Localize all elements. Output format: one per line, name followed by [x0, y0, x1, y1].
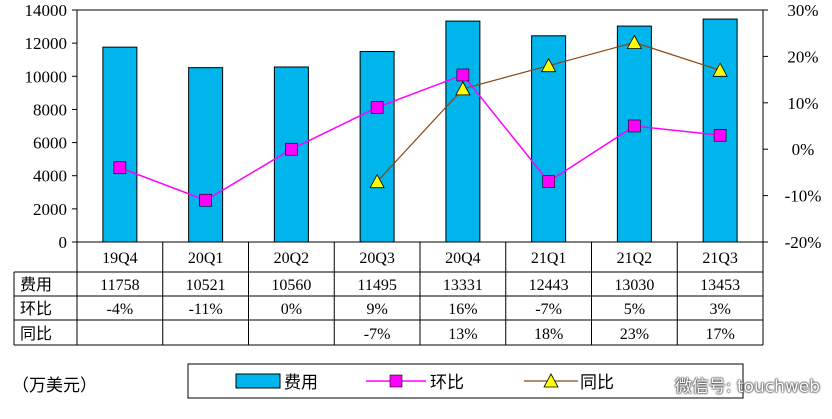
legend-label-qoq: 环比	[430, 373, 464, 393]
yoy-point	[540, 57, 557, 73]
category-label: 20Q2	[274, 250, 310, 267]
table-cell: 0%	[281, 301, 302, 318]
category-label: 20Q3	[359, 250, 395, 267]
table-row-label: 环比	[20, 299, 52, 318]
category-label: 20Q4	[445, 250, 481, 267]
bar	[445, 20, 481, 243]
table-cell: 10560	[271, 277, 311, 294]
bar	[359, 51, 395, 243]
qoq-point	[370, 101, 384, 114]
right-tick-label: 20%	[787, 47, 818, 66]
table-row-label: 同比	[20, 324, 52, 343]
right-tick-label: -10%	[785, 187, 822, 206]
left-tick-label: 10000	[25, 67, 68, 86]
left-tick-label: 4000	[33, 167, 67, 186]
right-tick-label: 0%	[792, 140, 815, 159]
left-tick-label: 14000	[25, 1, 68, 20]
qoq-point	[199, 193, 212, 207]
qoq-point	[285, 142, 298, 156]
yoy-point	[712, 62, 728, 77]
table-cell: 12443	[529, 277, 569, 294]
qoq-point	[113, 161, 127, 175]
table-cell: 16%	[448, 301, 477, 318]
legend-yoy-marker	[543, 373, 559, 388]
qoq-point	[456, 68, 470, 82]
bar	[102, 46, 138, 243]
table-cell: -7%	[535, 301, 562, 318]
table-cell: 13453	[700, 277, 740, 294]
watermark: 微信号: touchweb	[674, 377, 820, 397]
plot-frame	[76, 9, 764, 243]
left-tick-label: 6000	[33, 134, 67, 153]
legend-label-fee: 费用	[284, 373, 318, 393]
lines	[113, 34, 728, 207]
table-cell: 18%	[534, 326, 563, 343]
category-label: 19Q4	[102, 250, 138, 267]
table-row-label: 费用	[20, 275, 52, 294]
left-tick-label: 2000	[33, 200, 67, 219]
qoq-line	[119, 74, 721, 202]
category-label: 20Q1	[188, 250, 224, 267]
table-cell: 13331	[443, 277, 483, 294]
yoy-point	[626, 34, 643, 49]
table-cell: 13030	[614, 277, 654, 294]
table-cell: 13%	[448, 326, 477, 343]
data-table: 19Q4 20Q1 20Q2 20Q3 20Q4 21Q1 21Q2 21Q3 费用 11758 1…	[13, 241, 764, 346]
category-label: 21Q2	[617, 250, 653, 267]
table-cell: 9%	[366, 301, 387, 318]
bars	[102, 18, 738, 243]
yoy-point	[369, 173, 385, 189]
table-cell: -7%	[364, 326, 391, 343]
table-cell: 17%	[705, 326, 734, 343]
legend-bar-swatch	[235, 373, 281, 389]
left-tick-label: 8000	[33, 100, 67, 119]
right-tick-label: -20%	[785, 233, 822, 252]
right-tick-label: 10%	[787, 94, 818, 113]
qoq-point	[628, 119, 641, 133]
table-cell: 10521	[186, 277, 226, 294]
legend: 费用 环比 同比	[187, 363, 744, 399]
qoq-point	[713, 128, 727, 142]
axes: 0 2000 4000 6000 8000 10000 12000 14000 -20% -10%…	[25, 1, 822, 252]
bar	[188, 67, 224, 243]
qoq-point	[542, 175, 555, 188]
right-tick-label: 30%	[787, 1, 818, 20]
table-cell: 11495	[357, 277, 396, 294]
table-cell: 3%	[709, 301, 730, 318]
category-label: 21Q3	[702, 250, 738, 267]
left-tick-label: 0	[59, 233, 68, 252]
unit-label: （万美元）	[12, 376, 97, 396]
category-label: 21Q1	[531, 250, 567, 267]
table-cell: 23%	[620, 326, 649, 343]
left-tick-label: 12000	[25, 34, 68, 53]
yoy-point	[455, 81, 471, 96]
legend-label-yoy: 同比	[580, 373, 614, 393]
legend-qoq-marker	[389, 374, 403, 388]
table-cell: -4%	[107, 301, 134, 318]
table-cell: 5%	[624, 301, 645, 318]
table-cell: 11758	[100, 277, 139, 294]
table-cell: -11%	[189, 301, 223, 318]
